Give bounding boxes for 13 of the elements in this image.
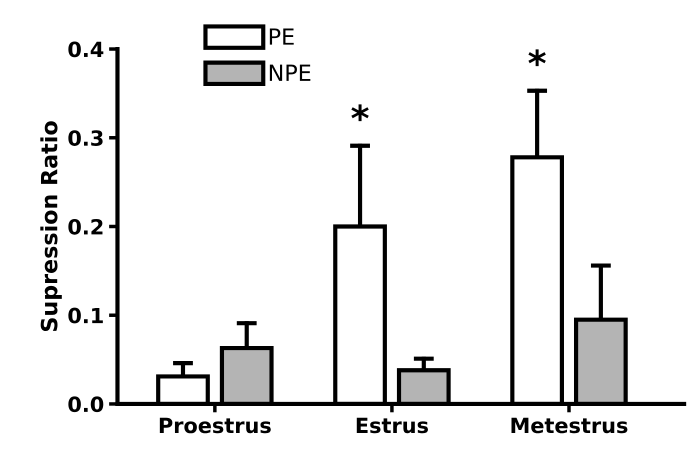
legend-label: PE [270,28,294,45]
legend-label: NPE [270,64,310,81]
text: 0.0 [68,396,104,412]
data-label: * [528,49,546,66]
y-tick-label: 0.1 [68,308,103,324]
y-axis-title: Supression Ratio [40,121,62,332]
x-tick-label: Estrus [356,418,428,434]
y-tick-label: 0.3 [68,130,103,146]
x-tick-label: Metestrus [512,418,628,434]
y-tick-label: 0.2 [68,218,102,235]
data-label: * [351,104,369,122]
x-tick-label: Proestrus [160,418,271,434]
y-tick-label: 0.4 [68,41,104,58]
